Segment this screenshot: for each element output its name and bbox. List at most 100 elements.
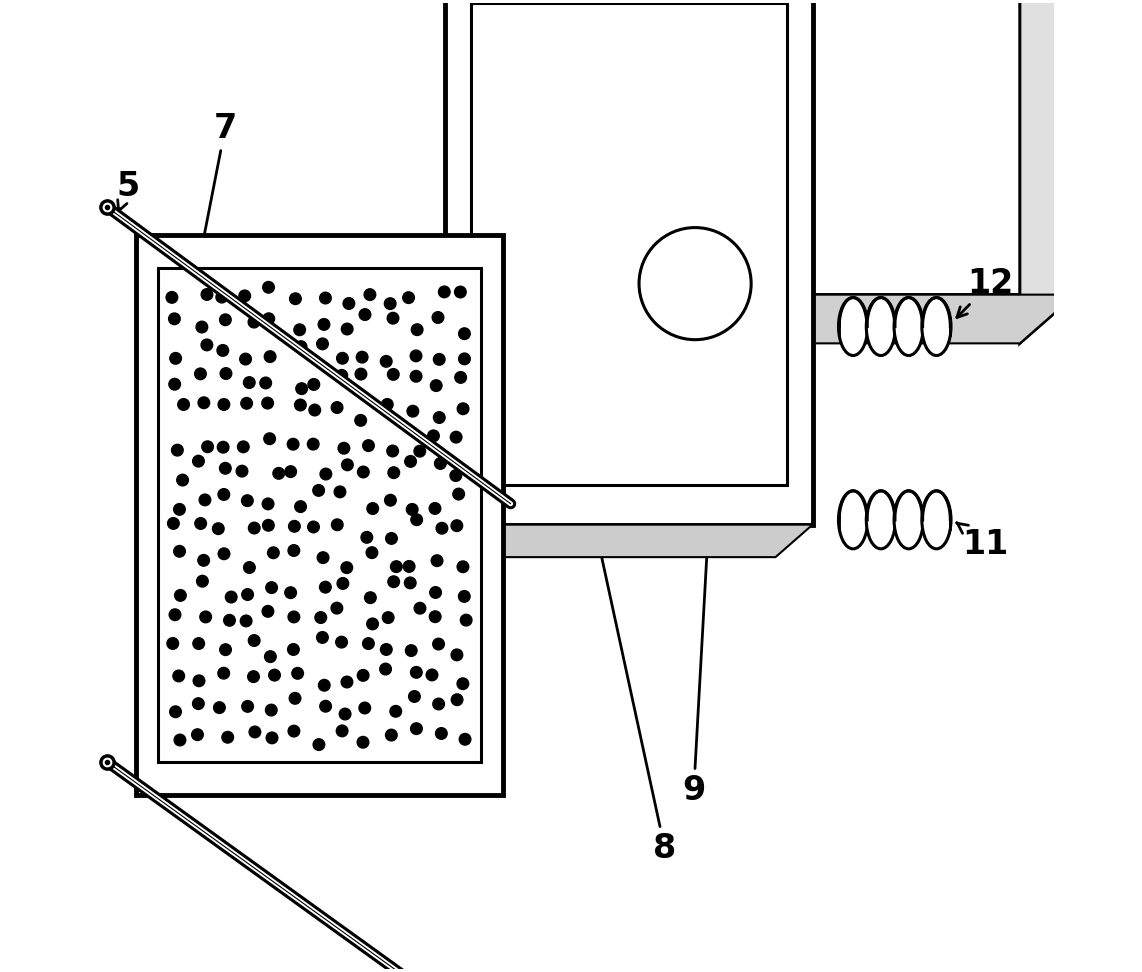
- Circle shape: [391, 561, 402, 573]
- Circle shape: [341, 562, 353, 573]
- Circle shape: [435, 458, 447, 469]
- Circle shape: [196, 575, 208, 587]
- Circle shape: [242, 701, 254, 712]
- Circle shape: [640, 227, 751, 339]
- Circle shape: [169, 313, 180, 325]
- Circle shape: [288, 643, 299, 655]
- Polygon shape: [471, 3, 787, 485]
- Ellipse shape: [894, 491, 923, 549]
- Circle shape: [194, 368, 207, 380]
- Circle shape: [383, 611, 394, 623]
- Circle shape: [240, 615, 252, 627]
- Circle shape: [357, 670, 369, 681]
- Circle shape: [216, 292, 227, 303]
- Circle shape: [415, 603, 426, 614]
- Circle shape: [193, 675, 204, 686]
- Circle shape: [214, 702, 225, 713]
- Circle shape: [288, 725, 299, 737]
- Circle shape: [248, 671, 259, 682]
- Circle shape: [410, 350, 421, 362]
- Text: 5: 5: [116, 170, 140, 211]
- Circle shape: [357, 737, 369, 748]
- Circle shape: [413, 445, 426, 457]
- Circle shape: [411, 324, 423, 335]
- Circle shape: [457, 561, 468, 573]
- Circle shape: [262, 398, 273, 409]
- Circle shape: [339, 709, 351, 720]
- Circle shape: [169, 378, 180, 390]
- Circle shape: [193, 455, 204, 467]
- Circle shape: [451, 694, 463, 706]
- Circle shape: [290, 293, 301, 304]
- Circle shape: [307, 521, 320, 533]
- Circle shape: [201, 339, 212, 351]
- Circle shape: [239, 290, 250, 301]
- Circle shape: [361, 532, 372, 543]
- Circle shape: [385, 297, 396, 309]
- Circle shape: [313, 739, 324, 750]
- Circle shape: [431, 380, 442, 392]
- Circle shape: [295, 399, 306, 411]
- Circle shape: [265, 651, 276, 663]
- Circle shape: [336, 725, 348, 737]
- Circle shape: [407, 405, 419, 417]
- Text: 8: 8: [584, 486, 676, 865]
- Circle shape: [220, 367, 232, 379]
- Circle shape: [336, 637, 347, 648]
- Circle shape: [288, 611, 299, 623]
- Circle shape: [266, 732, 278, 744]
- Circle shape: [338, 442, 349, 454]
- Circle shape: [292, 668, 304, 679]
- Circle shape: [196, 321, 208, 332]
- Circle shape: [296, 341, 307, 353]
- Circle shape: [243, 377, 255, 389]
- Circle shape: [355, 368, 367, 380]
- Circle shape: [170, 706, 182, 717]
- Circle shape: [313, 485, 324, 497]
- Circle shape: [263, 313, 274, 325]
- Circle shape: [316, 632, 328, 643]
- Circle shape: [364, 592, 376, 604]
- Circle shape: [341, 459, 353, 470]
- Circle shape: [225, 591, 238, 603]
- Circle shape: [380, 356, 392, 367]
- Circle shape: [455, 286, 466, 297]
- Circle shape: [355, 415, 367, 426]
- Polygon shape: [158, 268, 481, 762]
- Circle shape: [410, 370, 421, 382]
- Circle shape: [217, 441, 228, 453]
- Ellipse shape: [838, 491, 868, 549]
- Circle shape: [429, 587, 441, 599]
- Circle shape: [331, 603, 343, 614]
- Circle shape: [168, 518, 179, 529]
- Circle shape: [192, 729, 203, 741]
- Circle shape: [434, 354, 445, 365]
- Circle shape: [249, 726, 260, 738]
- Circle shape: [387, 312, 399, 324]
- Circle shape: [367, 618, 378, 630]
- Polygon shape: [652, 295, 1076, 343]
- Circle shape: [242, 495, 254, 506]
- Circle shape: [411, 723, 423, 735]
- Circle shape: [263, 606, 274, 617]
- Circle shape: [403, 561, 415, 573]
- Circle shape: [273, 468, 284, 479]
- Circle shape: [296, 383, 307, 395]
- Circle shape: [433, 698, 444, 710]
- Circle shape: [284, 587, 297, 599]
- Circle shape: [263, 498, 274, 509]
- Circle shape: [363, 439, 375, 451]
- Circle shape: [459, 734, 471, 746]
- Circle shape: [288, 438, 299, 450]
- Circle shape: [200, 611, 211, 623]
- Circle shape: [315, 611, 327, 623]
- Circle shape: [222, 732, 233, 743]
- Circle shape: [289, 692, 300, 704]
- Circle shape: [450, 432, 461, 443]
- Circle shape: [263, 519, 274, 531]
- Circle shape: [295, 501, 306, 512]
- Circle shape: [385, 495, 396, 506]
- Circle shape: [331, 401, 343, 413]
- Circle shape: [199, 494, 211, 505]
- Circle shape: [266, 582, 278, 593]
